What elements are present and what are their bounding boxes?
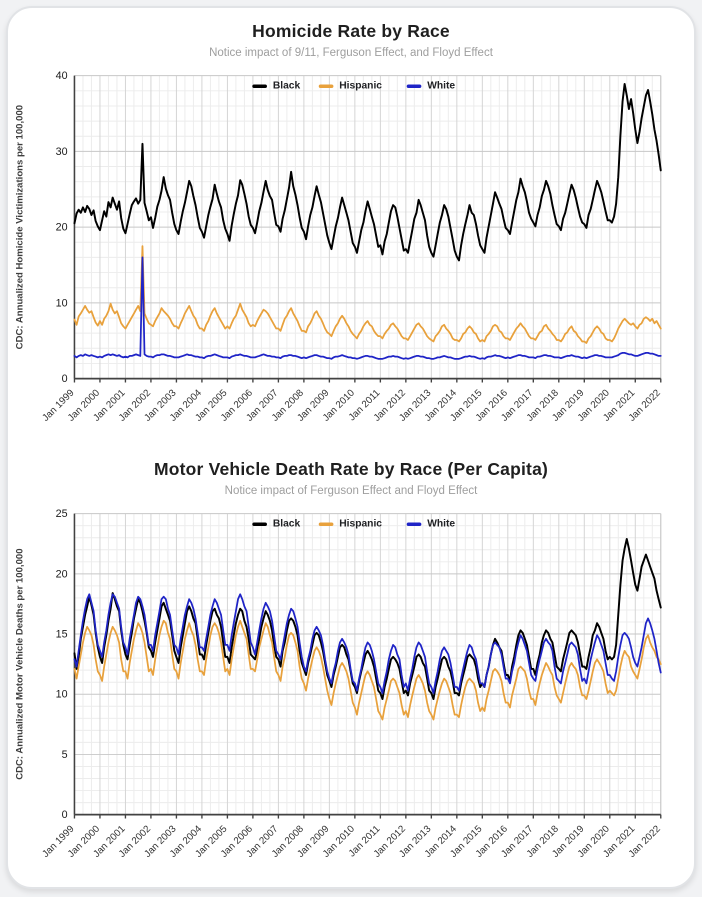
legend-swatch-black xyxy=(252,522,267,526)
legend-label-black: Black xyxy=(273,80,301,91)
legend-swatch-hispanic xyxy=(318,522,334,526)
chart-title-motor-vehicle: Motor Vehicle Death Rate by Race (Per Ca… xyxy=(153,458,549,479)
series-line-black xyxy=(73,537,662,700)
charts-card: Homicide Rate by Race Notice impact of 9… xyxy=(6,6,696,889)
legend-label-black: Black xyxy=(273,518,301,529)
legend-label-hispanic: Hispanic xyxy=(339,518,382,529)
y-tick-label: 10 xyxy=(56,689,68,701)
y-axis-title: CDC: Annualized Motor Vehicle Deaths per… xyxy=(15,548,26,779)
series-line-hispanic xyxy=(73,245,662,344)
legend-swatch-white xyxy=(406,84,422,88)
series-line-black xyxy=(73,82,662,262)
chart-subtitle-motor-vehicle: Notice impact of Ferguson Effect and Flo… xyxy=(224,484,478,497)
legend-swatch-hispanic xyxy=(318,84,334,88)
homicide-chart-section: Homicide Rate by Race Notice impact of 9… xyxy=(8,21,694,450)
y-tick-label: 20 xyxy=(56,568,68,580)
legend-label-white: White xyxy=(427,80,455,91)
legend-swatch-white xyxy=(406,522,422,526)
legend-label-hispanic: Hispanic xyxy=(339,80,382,91)
series-line-white xyxy=(73,256,662,360)
series-line-white xyxy=(73,593,662,694)
y-tick-label: 0 xyxy=(62,373,68,385)
y-tick-label: 5 xyxy=(62,749,68,761)
series-line-hispanic xyxy=(73,619,662,721)
y-tick-label: 0 xyxy=(62,809,68,821)
legend-swatch-black xyxy=(252,84,267,88)
y-axis-title: CDC: Annualized Homicide Victimizations … xyxy=(15,105,26,349)
chart-subtitle-homicide: Notice impact of 9/11, Ferguson Effect, … xyxy=(209,47,493,59)
motor-vehicle-chart-section: Motor Vehicle Death Rate by Race (Per Ca… xyxy=(8,458,694,887)
legend-label-white: White xyxy=(427,518,455,529)
y-tick-label: 25 xyxy=(56,508,68,520)
y-tick-label: 40 xyxy=(56,70,68,82)
chart-title-homicide: Homicide Rate by Race xyxy=(252,21,450,41)
y-tick-label: 30 xyxy=(56,146,68,158)
y-tick-label: 10 xyxy=(56,297,68,309)
y-tick-label: 20 xyxy=(56,222,68,234)
y-tick-label: 15 xyxy=(56,628,68,640)
